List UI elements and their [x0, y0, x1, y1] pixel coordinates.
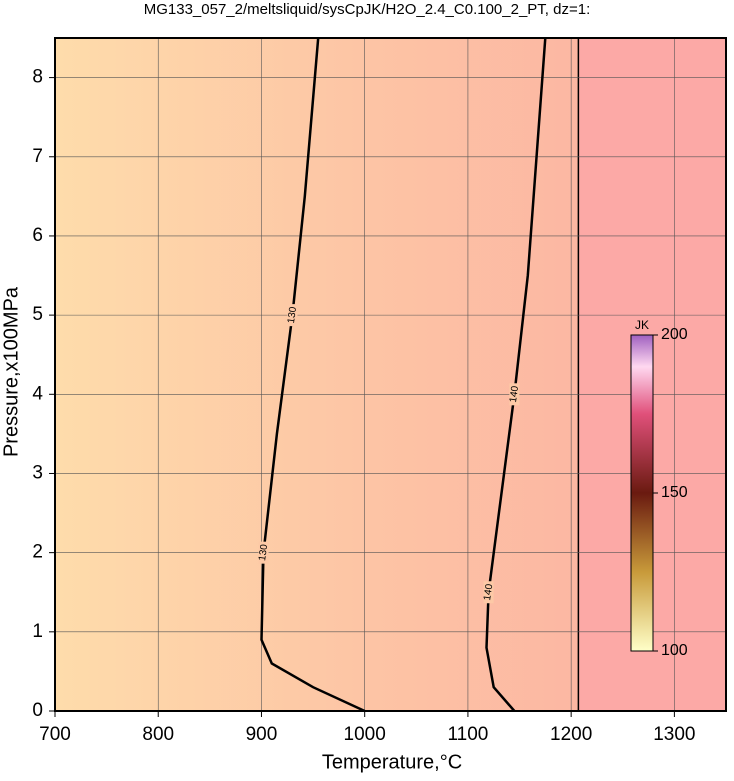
contour-label-bg	[258, 541, 269, 564]
plot-frame	[54, 37, 727, 712]
x-tick-label: 900	[246, 724, 278, 745]
x-tick-label: 1200	[550, 724, 592, 745]
x-tick-label: 1300	[653, 724, 695, 745]
contour-label: 130	[257, 543, 270, 561]
contour-label: 140	[482, 583, 495, 601]
x-tick-label: 800	[142, 724, 174, 745]
y-tick-label: 8	[32, 67, 43, 88]
colorbar-tick-label: 150	[661, 484, 688, 501]
contour-label-bg	[509, 383, 520, 406]
y-tick-label: 0	[32, 700, 43, 721]
colorbar-label: JK	[635, 318, 649, 332]
y-tick-label: 3	[32, 462, 43, 483]
chart-title: MG133_057_2/meltsliquid/sysCpJK/H2O_2.4_…	[144, 1, 591, 18]
y-tick-label: 2	[32, 542, 43, 563]
x-tick-label: 1000	[344, 724, 386, 745]
y-tick-label: 7	[32, 146, 43, 167]
colorbar	[630, 334, 654, 652]
x-tick-label: 700	[39, 724, 71, 745]
y-tick-label: 5	[32, 304, 43, 325]
contour-label: 140	[508, 385, 521, 403]
contour-label: 130	[286, 306, 299, 324]
x-tick-label: 1100	[447, 724, 488, 745]
contour-line	[485, 37, 547, 712]
y-tick-label: 4	[32, 383, 43, 404]
y-tick-label: 6	[32, 225, 43, 246]
contour-label-bg	[483, 581, 494, 604]
x-axis-label: Temperature,°C	[322, 751, 462, 773]
colorbar-tick-label: 200	[661, 326, 688, 343]
y-axis-label: Pressure,x100MPa	[0, 286, 22, 457]
y-tick-label: 1	[32, 621, 43, 642]
contour-label-bg	[287, 304, 298, 327]
colorbar-tick-label: 100	[661, 642, 688, 659]
